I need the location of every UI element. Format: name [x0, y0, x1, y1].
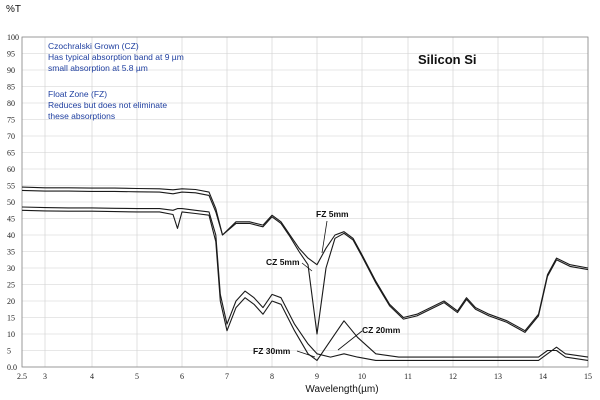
x-tick-label: 4	[90, 372, 94, 381]
x-tick-label: 15	[584, 372, 592, 381]
y-tick-label: 95	[7, 50, 15, 59]
y-tick-label: 65	[7, 149, 15, 158]
series-line-fz-5mm	[21, 186, 589, 332]
x-tick-label: 8	[270, 372, 274, 381]
x-tick-label: 5	[135, 372, 139, 381]
y-tick-label: 0.0	[7, 363, 17, 372]
annotation-fz-line1: Reduces but does not eliminate	[48, 100, 167, 110]
y-tick-label: 35	[7, 248, 15, 257]
tick-labels: 0.05101520253035404550556065707580859095…	[7, 33, 592, 381]
annotation-fz-line2: these absorptions	[48, 111, 115, 121]
curve-label-cz20: CZ 20mm	[362, 325, 401, 335]
y-tick-label: 75	[7, 116, 15, 125]
y-tick-label: 25	[7, 281, 15, 290]
series-line-cz-20mm	[21, 209, 589, 361]
x-tick-label: 2.5	[17, 372, 27, 381]
grid	[21, 36, 589, 368]
x-axis-label: Wavelength(µm)	[305, 384, 378, 395]
x-tick-label: 3	[43, 372, 47, 381]
annotation-cz-line2: small absorption at 5.8 µm	[48, 63, 148, 73]
x-tick-label: 11	[404, 372, 412, 381]
y-tick-label: 85	[7, 83, 15, 92]
curve-labels: FZ 5mm CZ 5mm CZ 20mm FZ 30mm	[253, 209, 401, 356]
x-tick-label: 14	[539, 372, 547, 381]
y-tick-label: 55	[7, 182, 15, 191]
y-tick-label: 5	[7, 347, 11, 356]
y-tick-label: 100	[7, 33, 19, 42]
y-tick-label: 40	[7, 231, 15, 240]
y-tick-label: 70	[7, 132, 15, 141]
callout-fz30	[296, 350, 316, 358]
annotation-cz-title: Czochralski Grown (CZ)	[48, 41, 139, 51]
callout-lines	[296, 220, 363, 358]
y-tick-label: 90	[7, 66, 15, 75]
callout-cz5	[301, 262, 313, 272]
series-line-fz-30mm	[21, 206, 589, 361]
y-tick-label: 10	[7, 330, 15, 339]
y-tick-label: 20	[7, 297, 15, 306]
annotation-cz-line1: Has typical absorption band at 9 µm	[48, 52, 184, 62]
y-tick-label: 45	[7, 215, 15, 224]
y-tick-label: 50	[7, 198, 15, 207]
curve-label-fz5: FZ 5mm	[316, 209, 349, 219]
x-tick-label: 9	[315, 372, 319, 381]
chart-title: Silicon Si	[418, 52, 477, 67]
series-layer	[21, 186, 589, 361]
curve-label-cz5: CZ 5mm	[266, 257, 300, 267]
x-tick-label: 12	[449, 372, 457, 381]
y-tick-label: 30	[7, 264, 15, 273]
callout-cz20	[337, 330, 363, 351]
y-tick-label: 80	[7, 99, 15, 108]
x-tick-label: 10	[358, 372, 366, 381]
x-tick-label: 7	[225, 372, 229, 381]
x-tick-label: 13	[494, 372, 502, 381]
annotation-fz-title: Float Zone (FZ)	[48, 89, 107, 99]
plot-frame	[21, 36, 589, 368]
x-tick-label: 6	[180, 372, 184, 381]
y-tick-label: 60	[7, 165, 15, 174]
y-axis-label: %T	[6, 4, 21, 15]
y-tick-label: 15	[7, 314, 15, 323]
series-line-cz-5mm	[21, 189, 589, 335]
curve-label-fz30: FZ 30mm	[253, 346, 291, 356]
annotation-block: Czochralski Grown (CZ) Has typical absor…	[48, 41, 184, 121]
callout-fz5	[321, 220, 328, 254]
